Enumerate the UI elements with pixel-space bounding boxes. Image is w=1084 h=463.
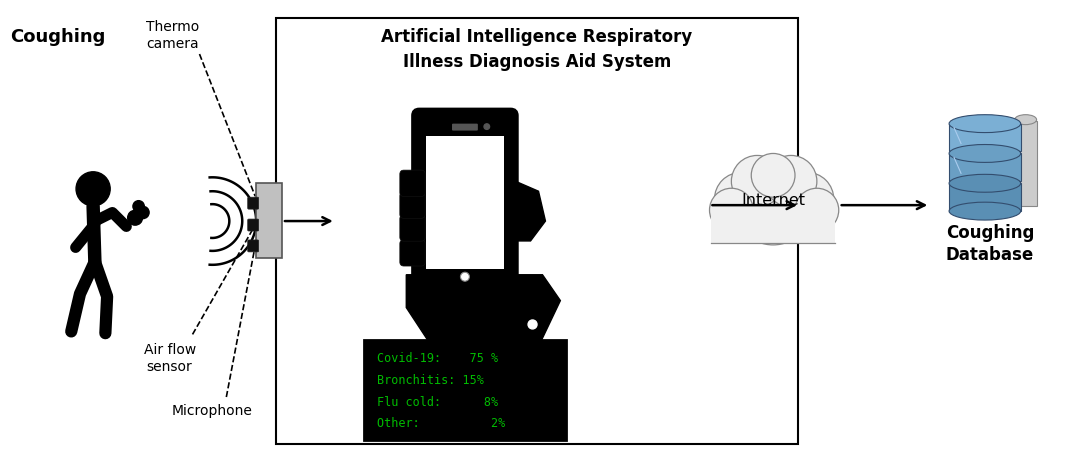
- Text: Coughing
Database: Coughing Database: [945, 224, 1034, 263]
- Text: Microphone: Microphone: [172, 403, 253, 417]
- FancyBboxPatch shape: [248, 198, 259, 210]
- FancyBboxPatch shape: [400, 193, 425, 219]
- Circle shape: [710, 189, 753, 232]
- Circle shape: [780, 173, 834, 226]
- Circle shape: [795, 189, 839, 232]
- FancyBboxPatch shape: [950, 154, 1021, 182]
- FancyBboxPatch shape: [413, 111, 517, 293]
- Circle shape: [137, 207, 150, 219]
- Circle shape: [714, 173, 769, 226]
- Ellipse shape: [1015, 115, 1036, 125]
- Circle shape: [485, 125, 490, 130]
- Ellipse shape: [950, 145, 1021, 163]
- Circle shape: [76, 172, 111, 206]
- Text: Covid-19:    75 %: Covid-19: 75 %: [377, 351, 499, 364]
- Ellipse shape: [950, 115, 1021, 133]
- Text: Internet: Internet: [741, 192, 805, 207]
- FancyBboxPatch shape: [248, 240, 259, 252]
- Text: Flu cold:      8%: Flu cold: 8%: [377, 394, 499, 407]
- FancyBboxPatch shape: [256, 184, 282, 258]
- FancyBboxPatch shape: [711, 206, 835, 244]
- Text: Artificial Intelligence Respiratory
Illness Diagnosis Aid System: Artificial Intelligence Respiratory Illn…: [382, 27, 693, 70]
- FancyBboxPatch shape: [950, 184, 1021, 212]
- FancyBboxPatch shape: [400, 215, 425, 242]
- Circle shape: [751, 154, 795, 198]
- Text: Bronchitis: 15%: Bronchitis: 15%: [377, 373, 485, 386]
- Text: Other:          2%: Other: 2%: [377, 417, 506, 430]
- Circle shape: [734, 166, 813, 245]
- FancyBboxPatch shape: [1015, 121, 1036, 206]
- FancyBboxPatch shape: [400, 171, 425, 197]
- Ellipse shape: [950, 203, 1021, 220]
- Polygon shape: [508, 179, 545, 241]
- FancyBboxPatch shape: [248, 219, 259, 232]
- Circle shape: [133, 201, 144, 213]
- Text: Thermo
camera: Thermo camera: [146, 19, 199, 50]
- Text: Air flow
sensor: Air flow sensor: [143, 342, 196, 373]
- Polygon shape: [406, 275, 560, 343]
- Circle shape: [732, 156, 783, 208]
- FancyBboxPatch shape: [950, 125, 1021, 152]
- FancyBboxPatch shape: [426, 136, 504, 269]
- Circle shape: [528, 320, 537, 329]
- Circle shape: [765, 156, 817, 208]
- FancyBboxPatch shape: [276, 19, 798, 444]
- FancyBboxPatch shape: [363, 341, 566, 440]
- FancyBboxPatch shape: [400, 240, 425, 267]
- Ellipse shape: [950, 175, 1021, 193]
- Text: Coughing: Coughing: [10, 28, 105, 46]
- FancyBboxPatch shape: [452, 125, 478, 131]
- Circle shape: [128, 211, 143, 225]
- Circle shape: [461, 273, 469, 282]
